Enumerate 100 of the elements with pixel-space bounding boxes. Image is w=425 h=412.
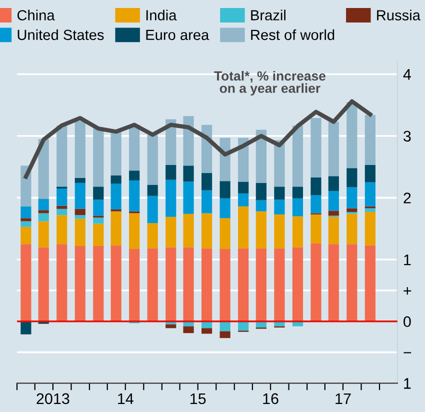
y-tick-label: − <box>404 352 412 354</box>
bar <box>56 125 68 187</box>
x-tick-label: 17 <box>336 393 351 404</box>
bar <box>129 170 140 180</box>
legend-label: China <box>17 10 55 20</box>
bar <box>256 211 266 248</box>
x-tick-label: 14 <box>118 393 134 404</box>
line-series <box>24 99 372 179</box>
bar <box>183 116 194 166</box>
bar <box>93 200 104 216</box>
bar <box>74 178 86 183</box>
bar <box>74 218 86 246</box>
bar <box>256 200 266 212</box>
bar <box>346 208 358 212</box>
bar <box>20 218 32 222</box>
bar <box>328 190 339 211</box>
bar <box>292 198 304 216</box>
bar <box>93 224 104 246</box>
bar <box>183 214 194 248</box>
bar <box>274 321 285 326</box>
legend-label: India <box>146 10 177 20</box>
bar <box>364 114 376 166</box>
bar <box>346 244 358 322</box>
bar <box>74 208 86 216</box>
bar <box>20 321 32 334</box>
bar <box>110 132 122 176</box>
y-tick-label: 1 <box>404 254 411 266</box>
bar <box>310 118 322 178</box>
bar <box>274 214 285 248</box>
bar <box>220 181 230 198</box>
bar <box>38 247 49 322</box>
bar <box>56 215 68 244</box>
bar <box>201 213 212 248</box>
bar <box>220 331 230 338</box>
bar <box>129 124 140 171</box>
bar <box>238 206 249 248</box>
bar <box>220 218 230 250</box>
bar <box>93 246 104 322</box>
bar <box>147 184 158 196</box>
bar <box>220 321 230 332</box>
bar <box>310 195 322 214</box>
bar <box>110 176 122 184</box>
bar <box>220 198 230 218</box>
bar <box>166 216 176 248</box>
bar <box>310 214 322 244</box>
bar <box>166 180 176 217</box>
y-tick-label: 1 <box>404 378 411 389</box>
bar <box>183 182 194 214</box>
y-tick-label: 3 <box>404 130 411 142</box>
bar <box>93 128 104 187</box>
bar <box>201 328 212 334</box>
legend-label: United States <box>18 29 104 40</box>
bar <box>74 215 86 219</box>
bar <box>346 102 358 168</box>
bar <box>201 173 212 190</box>
bar <box>183 326 194 334</box>
bar <box>38 213 49 222</box>
bar <box>292 186 304 198</box>
bar <box>256 130 266 183</box>
bar <box>328 122 339 176</box>
bar <box>166 247 176 322</box>
bar <box>110 184 122 210</box>
bar <box>129 213 140 250</box>
bar <box>292 247 304 322</box>
x-tick-label: 15 <box>190 393 206 404</box>
y-tick-label: + <box>404 287 412 295</box>
bar <box>274 200 285 214</box>
bar <box>38 210 49 214</box>
bar <box>110 245 122 322</box>
bar <box>93 218 104 224</box>
bar <box>310 243 322 322</box>
bar <box>274 186 285 200</box>
bar <box>147 248 158 322</box>
bar <box>364 182 376 206</box>
bar <box>256 248 266 322</box>
bar <box>238 182 249 194</box>
bar <box>256 182 266 200</box>
bar <box>346 187 358 208</box>
bar <box>166 165 176 180</box>
bar <box>328 216 339 244</box>
bar <box>364 245 376 322</box>
bar <box>20 221 32 227</box>
bar <box>238 321 249 331</box>
bar <box>183 247 194 322</box>
bar <box>364 208 376 212</box>
bar <box>346 214 358 244</box>
bar <box>74 121 86 178</box>
bar <box>238 193 249 206</box>
bar <box>74 182 86 209</box>
bar <box>129 249 140 322</box>
bar <box>201 190 212 214</box>
bar <box>56 244 68 322</box>
legend-label: Rest of world <box>251 29 334 40</box>
bar <box>110 211 122 246</box>
bar <box>310 177 322 196</box>
y-tick-label: 0 <box>404 316 411 328</box>
bar <box>20 244 32 322</box>
bar <box>93 186 104 200</box>
bar <box>274 248 285 322</box>
bar <box>74 246 86 322</box>
